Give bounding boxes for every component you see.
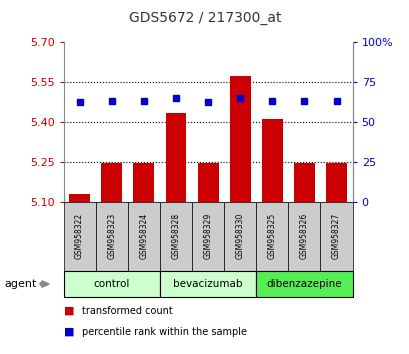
Bar	[261, 119, 282, 202]
Text: GSM958323: GSM958323	[107, 213, 116, 259]
Text: GSM958325: GSM958325	[267, 213, 276, 259]
Text: ■: ■	[63, 327, 74, 337]
Text: GSM958328: GSM958328	[171, 213, 180, 259]
Text: GDS5672 / 217300_at: GDS5672 / 217300_at	[128, 11, 281, 25]
Text: GSM958329: GSM958329	[203, 213, 212, 259]
Bar	[293, 163, 314, 202]
Text: GSM958326: GSM958326	[299, 213, 308, 259]
Bar	[165, 113, 186, 202]
Text: transformed count: transformed count	[82, 306, 172, 316]
Bar	[133, 163, 154, 202]
Text: agent: agent	[4, 279, 36, 289]
Text: ■: ■	[63, 306, 74, 316]
Text: GSM958322: GSM958322	[75, 213, 84, 259]
Bar	[69, 194, 90, 202]
Text: GSM958330: GSM958330	[235, 213, 244, 259]
Bar	[229, 76, 250, 202]
Text: GSM958324: GSM958324	[139, 213, 148, 259]
Text: percentile rank within the sample: percentile rank within the sample	[82, 327, 246, 337]
Bar	[325, 163, 346, 202]
Bar	[101, 163, 122, 202]
Text: bevacizumab: bevacizumab	[173, 279, 242, 289]
Text: control: control	[93, 279, 130, 289]
Text: dibenzazepine: dibenzazepine	[266, 279, 342, 289]
Bar	[197, 163, 218, 202]
Text: GSM958327: GSM958327	[331, 213, 340, 259]
